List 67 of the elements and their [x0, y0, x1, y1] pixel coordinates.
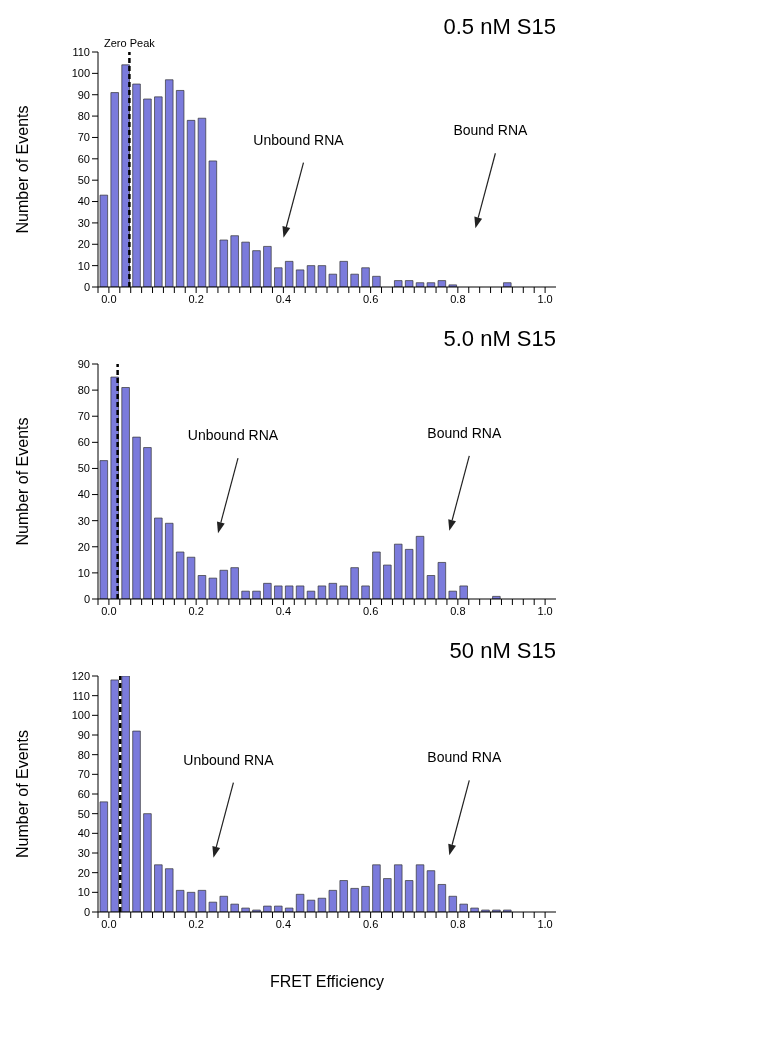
annotation: Bound RNA — [427, 749, 502, 766]
y-tick-label: 100 — [71, 709, 90, 722]
x-tick-label: 0.8 — [450, 292, 466, 305]
chart-title: 0.5 nM S15 — [443, 14, 556, 39]
x-tick-label: 1.0 — [537, 292, 553, 305]
y-tick-label: 110 — [72, 689, 90, 702]
y-tick-label: 70 — [77, 768, 90, 781]
y-tick-label: 50 — [77, 462, 90, 475]
y-tick-label: 50 — [77, 807, 90, 820]
x-tick-label: 0.6 — [362, 292, 379, 305]
x-tick-label: 0.6 — [362, 604, 379, 617]
y-tick-label: 90 — [77, 728, 90, 741]
y-tick-label: 30 — [77, 846, 90, 859]
x-tick-label: 0.2 — [188, 604, 204, 617]
y-tick-label: 90 — [77, 88, 90, 101]
y-tick-label: 60 — [77, 436, 90, 449]
y-tick-label: 10 — [77, 886, 90, 899]
x-tick-label: 0.8 — [450, 604, 466, 617]
y-tick-label: 30 — [77, 514, 90, 527]
y-tick-label: 50 — [77, 174, 90, 187]
y-tick-label: 120 — [71, 669, 90, 682]
x-tick-label: 1.0 — [537, 604, 553, 617]
y-tick-label: 80 — [77, 384, 90, 397]
y-tick-label: 20 — [77, 238, 90, 251]
y-tick-label: 60 — [77, 152, 90, 165]
x-tick-label: 0.2 — [188, 917, 204, 930]
y-tick-label: 40 — [77, 488, 90, 501]
y-axis-title: Number of Events — [13, 105, 31, 234]
y-tick-label: 10 — [77, 259, 90, 272]
annotation: Unbound RNA — [253, 131, 345, 148]
y-tick-label: 0 — [83, 905, 90, 918]
y-tick-label: 110 — [72, 45, 90, 58]
annotation: Bound RNA — [453, 122, 529, 139]
y-tick-label: 0 — [83, 592, 90, 605]
y-tick-label: 20 — [77, 540, 90, 553]
x-tick-label: 0.2 — [188, 292, 204, 305]
y-tick-label: 60 — [77, 787, 90, 800]
annotation: Bound RNA — [427, 424, 502, 441]
x-axis-title: FRET Efficiency — [269, 973, 385, 990]
y-tick-label: 0 — [83, 280, 90, 293]
x-tick-label: 0.8 — [450, 917, 466, 930]
x-tick-label: 0.4 — [275, 292, 292, 305]
y-axis-title: Number of Events — [13, 417, 31, 546]
x-tick-label: 0.0 — [101, 917, 117, 930]
x-tick-label: 0.4 — [275, 917, 292, 930]
annotation: Unbound RNA — [183, 751, 275, 768]
y-tick-label: 30 — [77, 216, 90, 229]
chart-title: 50 nM S15 — [449, 638, 556, 663]
x-tick-label: 0.0 — [101, 292, 117, 305]
y-tick-label: 40 — [77, 195, 90, 208]
y-tick-label: 70 — [77, 410, 90, 423]
y-tick-label: 20 — [77, 866, 90, 879]
x-tick-label: 0.6 — [362, 917, 379, 930]
y-tick-label: 100 — [71, 67, 90, 80]
y-tick-label: 90 — [77, 357, 90, 370]
y-tick-label: 80 — [77, 748, 90, 761]
y-tick-label: 40 — [77, 827, 90, 840]
x-tick-label: 0.4 — [275, 604, 292, 617]
x-tick-label: 1.0 — [537, 917, 553, 930]
y-tick-label: 70 — [77, 131, 90, 144]
annotation: Unbound RNA — [187, 427, 279, 444]
chart-title: 5.0 nM S15 — [443, 326, 556, 351]
ref-line-label: Zero Peak — [104, 37, 156, 49]
y-tick-label: 80 — [77, 110, 90, 122]
x-tick-label: 0.0 — [101, 604, 117, 617]
y-axis-title: Number of Events — [13, 729, 31, 859]
y-tick-label: 10 — [77, 566, 90, 579]
